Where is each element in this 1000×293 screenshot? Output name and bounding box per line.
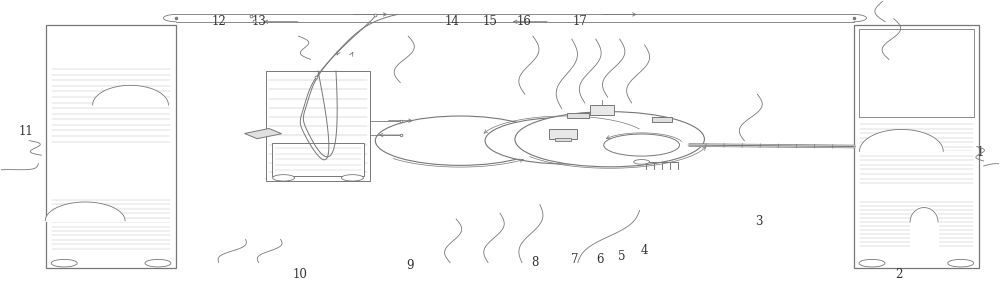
Text: 10: 10 [293,268,308,281]
Text: 8: 8 [531,256,539,269]
Text: 14: 14 [445,15,460,28]
Text: 5: 5 [618,250,625,263]
Text: 7: 7 [571,253,579,266]
Circle shape [634,160,650,164]
Bar [652,117,672,122]
Bar [555,138,571,142]
Bar [590,105,614,115]
Text: 4: 4 [641,244,648,258]
Circle shape [485,117,645,164]
Circle shape [51,259,77,267]
Text: 1: 1 [977,146,984,159]
Text: 3: 3 [756,215,763,229]
Circle shape [604,134,680,156]
Bar [854,25,979,268]
Bar [272,143,364,176]
Bar [244,129,282,139]
Bar [567,113,589,118]
Circle shape [948,259,974,267]
Circle shape [859,259,885,267]
Text: 11: 11 [19,125,34,139]
Text: 16: 16 [516,15,531,28]
Text: 15: 15 [483,15,497,28]
Circle shape [273,175,295,181]
Circle shape [515,112,704,167]
Text: 6: 6 [596,253,603,266]
Circle shape [341,175,363,181]
Bar [549,129,577,139]
Text: 17: 17 [572,15,587,28]
Bar [266,71,370,181]
Circle shape [375,116,545,165]
Text: 2: 2 [895,268,903,281]
Bar [46,25,176,268]
Text: 13: 13 [251,15,266,28]
Text: 9: 9 [406,259,414,272]
Bar [859,30,974,117]
Circle shape [145,259,171,267]
Text: 12: 12 [211,15,226,28]
